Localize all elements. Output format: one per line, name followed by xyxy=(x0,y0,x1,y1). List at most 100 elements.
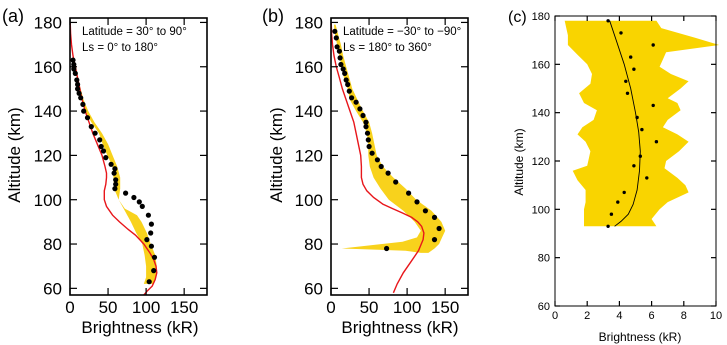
panel-b-point xyxy=(342,70,348,76)
panel-a: (a) 0 50 100 150 60 80 100 120 140 160 180 Latitu… xyxy=(2,6,208,337)
panel-b-x-tick-label: 0 xyxy=(326,298,335,317)
panel-a-y-tick-label: 60 xyxy=(43,279,62,298)
panel-b-band-area xyxy=(334,24,446,253)
panel-b-y-tick-label: 60 xyxy=(304,279,323,298)
panel-b-point xyxy=(340,66,346,72)
panel-b-point xyxy=(406,190,412,196)
panel-b-point xyxy=(336,48,342,54)
panel-a-y-ticks: 60 80 100 120 140 160 180 xyxy=(34,14,207,298)
panel-c-point xyxy=(629,55,633,59)
panel-a-frame xyxy=(69,17,208,296)
panel-c-x-tick-label: 0 xyxy=(552,310,558,322)
panel-b-model-curve xyxy=(330,22,425,294)
panel-c-y-label: Altitude (km) xyxy=(512,128,526,195)
panel-b-x-label: Brightness (kR) xyxy=(341,318,458,337)
panel-b-point xyxy=(378,163,384,170)
panel-b-point xyxy=(349,95,355,101)
panel-c-y-tick-label: 80 xyxy=(538,253,550,265)
panel-a-y-tick-label: 180 xyxy=(34,14,62,33)
panel-b-point xyxy=(385,170,391,176)
panel-b-frame xyxy=(330,17,469,296)
panel-a-point xyxy=(75,81,81,88)
panel-b-x-tick-label: 150 xyxy=(431,298,459,317)
panel-a-point xyxy=(98,143,104,150)
panel-b-point xyxy=(431,237,438,243)
panel-c-point xyxy=(609,212,614,216)
panel-c-point xyxy=(606,224,610,228)
panel-a-x-tick-label: 0 xyxy=(65,298,74,317)
panel-a-point xyxy=(148,221,154,227)
panel-b-point xyxy=(360,112,366,119)
panel-c-y-tick-label: 140 xyxy=(532,108,550,120)
panel-c-x-tick-label: 10 xyxy=(710,310,722,322)
panel-b: (b) 0 50 100 150 60 80 100 120 140 160 180 Latitu… xyxy=(262,6,469,337)
panel-a-point xyxy=(146,279,152,285)
panel-a-point xyxy=(97,137,103,143)
panel-a-point xyxy=(72,70,78,76)
panel-c-point xyxy=(635,115,639,120)
panel-a-point xyxy=(113,177,119,183)
panel-a-point xyxy=(139,203,145,209)
panel-c-x-ticks: 0 2 4 6 8 10 xyxy=(552,16,722,322)
panel-b-points xyxy=(332,28,442,252)
panel-b-point xyxy=(338,61,344,68)
panel-b-band xyxy=(334,24,446,253)
panel-b-x-tick-label: 100 xyxy=(393,298,421,317)
panel-c-point xyxy=(632,67,636,71)
panel-b-point xyxy=(334,44,340,50)
panel-a-point xyxy=(84,115,91,121)
panel-a-point xyxy=(148,230,154,236)
panel-b-point xyxy=(422,208,428,214)
panel-b-point xyxy=(332,28,338,34)
panel-a-point xyxy=(131,194,137,201)
panel-c-point xyxy=(622,190,626,195)
panel-a-points xyxy=(70,57,158,285)
panel-b-y-tick-label: 80 xyxy=(304,235,323,254)
panel-b-point xyxy=(363,124,369,130)
panel-c-y-ticks: 60 80 100 120 140 160 180 xyxy=(532,11,716,313)
panel-a-point xyxy=(151,254,158,260)
panel-b-label: (b) xyxy=(262,6,284,26)
panel-c-y-tick-label: 180 xyxy=(532,11,550,23)
panel-b-y-label: Altitude (km) xyxy=(267,107,286,202)
panel-c-y-tick-label: 60 xyxy=(538,301,550,313)
panel-c-fit xyxy=(609,20,641,227)
panel-b-annotation-1: Latitude = −30° to −90° xyxy=(343,26,461,38)
panel-b-point xyxy=(384,245,390,252)
panel-b-point xyxy=(365,137,371,143)
panel-b-point xyxy=(343,77,349,83)
panel-b-y-tick-label: 120 xyxy=(295,147,323,166)
panel-a-point xyxy=(103,155,109,161)
panel-c-point xyxy=(632,164,636,168)
panel-c-point xyxy=(640,127,644,132)
panel-a-annotation-1: Latitude = 30° to 90° xyxy=(82,26,187,38)
panel-b-point xyxy=(333,35,339,41)
panel-b-point xyxy=(357,106,363,112)
panel-a-point xyxy=(81,108,87,114)
panel-a-y-tick-label: 160 xyxy=(34,58,62,77)
panel-a-point xyxy=(108,161,114,167)
panel-b-point xyxy=(337,55,343,61)
panel-b-y-tick-label: 140 xyxy=(295,102,323,121)
panel-c-point xyxy=(654,140,659,144)
panel-b-point xyxy=(345,81,351,88)
panel-a-point xyxy=(70,57,76,63)
panel-b-point xyxy=(363,119,369,125)
panel-a-x-tick-label: 50 xyxy=(99,298,118,317)
panel-b-point xyxy=(346,88,352,94)
panel-b-y-tick-label: 160 xyxy=(295,58,323,77)
panel-a-x-label: Brightness (kR) xyxy=(81,318,198,337)
panel-a-point xyxy=(100,148,107,154)
panel-a-y-tick-label: 100 xyxy=(34,191,62,210)
panel-b-y-tick-label: 100 xyxy=(295,191,323,210)
panel-c-x-tick-label: 6 xyxy=(649,310,655,322)
panel-c-point xyxy=(625,91,630,96)
panel-b-point xyxy=(414,199,420,205)
panel-a-point xyxy=(80,101,86,107)
panel-a-point xyxy=(78,95,84,101)
panel-c-x-label: Brightness (kR) xyxy=(599,330,682,344)
panel-a-label: (a) xyxy=(2,6,24,26)
panel-b-point xyxy=(366,143,372,150)
panel-c-point xyxy=(606,19,610,23)
panel-b-annotation-2: Ls = 180° to 360° xyxy=(343,42,432,54)
